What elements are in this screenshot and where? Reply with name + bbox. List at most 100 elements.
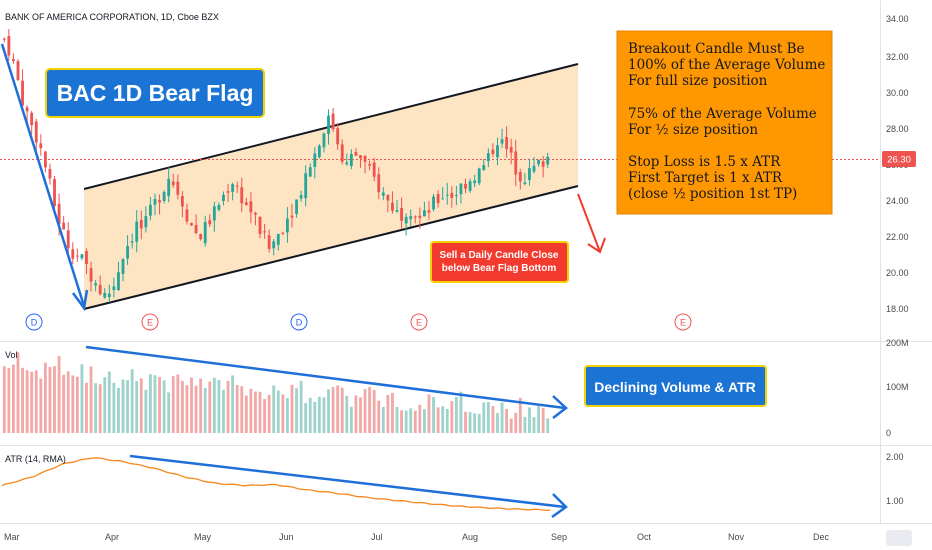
volume-tick: 0 bbox=[886, 428, 891, 438]
volume-bar bbox=[459, 391, 463, 433]
sell-callout-line: Sell a Daily Candle Close bbox=[440, 250, 559, 261]
earnings-marker[interactable]: E bbox=[410, 313, 428, 331]
volume-bar bbox=[162, 380, 166, 433]
candle-body bbox=[400, 207, 403, 221]
candle-body bbox=[272, 241, 276, 249]
volume-pane-label: Vol bbox=[5, 350, 18, 360]
volume-atr-callout bbox=[584, 365, 767, 407]
volume-bar bbox=[21, 367, 24, 433]
candle-body bbox=[528, 168, 531, 180]
svg-text:E: E bbox=[680, 318, 686, 328]
candle-body bbox=[518, 172, 522, 182]
symbol-title: BANK OF AMERICA CORPORATION, 1D, Cboe BZ… bbox=[5, 12, 219, 22]
candle-body bbox=[89, 268, 93, 282]
volume-bar bbox=[290, 384, 294, 433]
volume-bar bbox=[299, 380, 303, 433]
candle-body bbox=[57, 203, 61, 224]
volume-bar bbox=[94, 383, 98, 433]
candle-body bbox=[340, 144, 344, 162]
volume-bar bbox=[368, 386, 372, 433]
volume-bar bbox=[496, 413, 499, 433]
candle-body bbox=[295, 199, 298, 214]
earnings-marker[interactable]: E bbox=[674, 313, 692, 331]
volume-bar bbox=[153, 375, 157, 433]
candle-body bbox=[43, 151, 47, 168]
candle-body bbox=[541, 161, 545, 167]
candle-body bbox=[2, 38, 6, 40]
volume-bar bbox=[254, 391, 257, 433]
volume-bar bbox=[167, 392, 171, 433]
dividend-marker[interactable]: D bbox=[25, 313, 43, 331]
candle-body bbox=[185, 209, 189, 222]
candle-body bbox=[117, 272, 120, 291]
price-candles bbox=[2, 29, 550, 303]
candle-body bbox=[222, 194, 225, 202]
volume-bar bbox=[62, 374, 66, 433]
candle-body bbox=[413, 216, 417, 218]
volume-bar bbox=[107, 371, 111, 433]
volume-bar bbox=[409, 408, 413, 433]
candle-body bbox=[381, 192, 385, 196]
volume-bar bbox=[359, 397, 362, 433]
rules-line: 75% of the Average Volume bbox=[628, 106, 817, 122]
flagpole-arrow bbox=[0, 43, 86, 307]
price-tick: 22.00 bbox=[886, 232, 909, 242]
month-label: Jun bbox=[279, 532, 294, 542]
candle-body bbox=[546, 156, 550, 165]
rules-line: For ½ size position bbox=[628, 122, 758, 138]
candle-body bbox=[12, 59, 15, 62]
candle-body bbox=[53, 179, 56, 207]
candle-body bbox=[454, 194, 458, 196]
event-markers[interactable]: D E D E E bbox=[25, 313, 692, 331]
dividend-marker[interactable]: D bbox=[290, 313, 308, 331]
candle-body bbox=[98, 284, 102, 295]
volume-bar bbox=[432, 397, 435, 433]
volume-bar bbox=[436, 407, 440, 433]
rules-line: (close ½ position 1st TP) bbox=[628, 186, 797, 202]
candle-body bbox=[249, 201, 253, 213]
volume-bar bbox=[30, 371, 34, 433]
candle-body bbox=[450, 192, 454, 198]
volume-bar bbox=[135, 381, 139, 433]
candle-body bbox=[304, 173, 308, 199]
candle-body bbox=[85, 251, 88, 265]
volume-bar bbox=[158, 377, 161, 433]
candle-body bbox=[75, 255, 79, 257]
volume-bar bbox=[313, 401, 317, 433]
volume-bar bbox=[199, 378, 203, 433]
candle-body bbox=[16, 61, 20, 81]
volume-bar bbox=[482, 402, 486, 433]
candle-body bbox=[121, 258, 125, 274]
candle-body bbox=[486, 153, 490, 162]
candle-body bbox=[112, 286, 116, 290]
price-tick: 34.00 bbox=[886, 14, 909, 24]
volume-bar bbox=[121, 379, 125, 433]
candle-body bbox=[523, 182, 527, 184]
candle-body bbox=[436, 194, 440, 204]
candle-body bbox=[167, 178, 171, 197]
volume-bar bbox=[240, 386, 244, 433]
volume-bar bbox=[514, 412, 518, 433]
candle-body bbox=[153, 198, 157, 205]
price-tick: 32.00 bbox=[886, 52, 909, 62]
volume-bar bbox=[231, 375, 235, 433]
time-axis[interactable]: Mar Apr May Jun Jul Aug Sep Oct Nov Dec bbox=[4, 532, 830, 542]
rules-line: For full size position bbox=[628, 73, 768, 89]
channel-top-line bbox=[83, 63, 579, 190]
candle-body bbox=[203, 222, 207, 244]
month-label: Jul bbox=[371, 532, 383, 542]
candle-body bbox=[404, 216, 408, 224]
candle-body bbox=[409, 216, 413, 220]
atr-trend-arrow bbox=[129, 454, 566, 509]
candle-body bbox=[500, 139, 504, 144]
candle-body bbox=[509, 147, 513, 153]
logo-badge bbox=[886, 530, 912, 546]
volume-bar bbox=[149, 374, 152, 433]
earnings-marker[interactable]: E bbox=[141, 313, 159, 331]
volume-bar bbox=[263, 399, 266, 433]
volume-bar bbox=[546, 418, 550, 433]
volume-bar bbox=[80, 364, 84, 433]
flagpole-arrowhead bbox=[71, 289, 89, 312]
svg-text:E: E bbox=[147, 318, 153, 328]
